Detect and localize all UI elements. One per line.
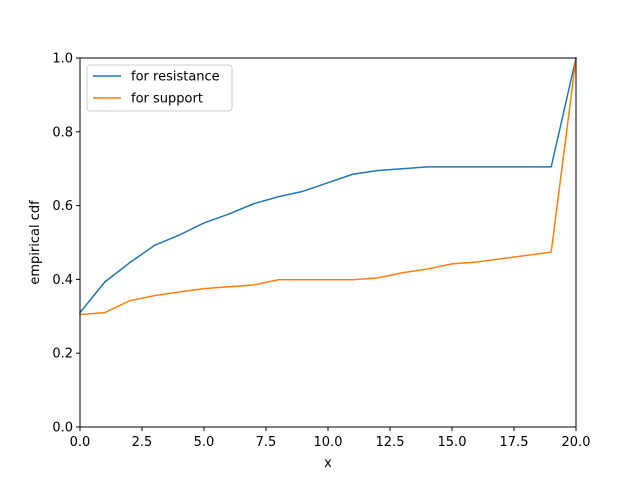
y-tick-label: 1.0: [52, 52, 73, 67]
y-axis-label: empirical cdf: [28, 200, 43, 285]
y-axis: 0.0 0.2 0.4 0.6 0.8 1.0: [52, 52, 80, 436]
x-tick-label: 2.5: [132, 435, 153, 450]
series-lines: [78, 57, 577, 316]
x-axis-label: x: [324, 456, 332, 471]
x-axis: 0.0 2.5 5.0 7.5 10.0 12.5 15.0 17.5 20.0: [70, 427, 591, 450]
x-tick-label: 7.5: [256, 435, 277, 450]
x-tick-label: 10.0: [314, 435, 343, 450]
y-tick-label: 0.8: [52, 125, 73, 140]
x-tick-label: 15.0: [438, 435, 467, 450]
x-tick-label: 5.0: [194, 435, 215, 450]
plot-frame: [79, 57, 577, 428]
x-tick-label: 17.5: [500, 435, 529, 450]
y-tick-label: 0.4: [52, 273, 73, 288]
legend-label-1: for support: [131, 92, 203, 107]
x-tick-label: 12.5: [376, 435, 405, 450]
legend-box: [86, 64, 233, 112]
y-tick-label: 0.0: [52, 421, 73, 436]
y-tick-label: 0.6: [52, 199, 73, 214]
legend-label-0: for resistance: [131, 70, 220, 85]
y-tick-label: 0.2: [52, 347, 73, 362]
series-line-0: [78, 57, 577, 314]
series-line-1: [79, 57, 577, 316]
x-tick-label: 20.0: [562, 435, 591, 450]
x-tick-label: 0.0: [70, 435, 91, 450]
legend: for resistance for support: [86, 64, 233, 112]
